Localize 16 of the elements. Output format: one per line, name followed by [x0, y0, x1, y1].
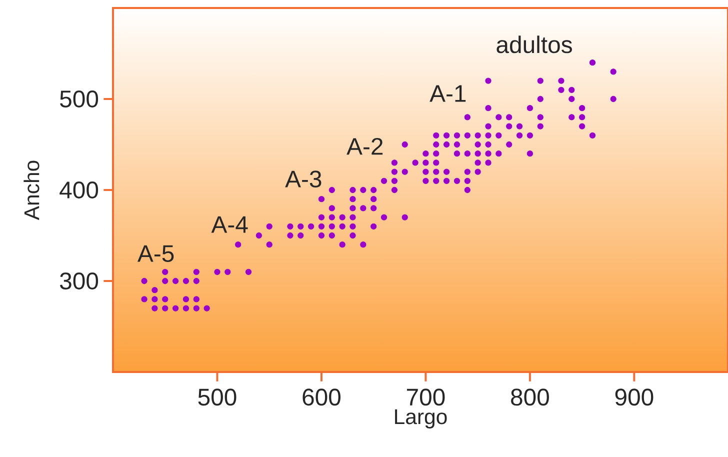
annotation: A-1 [430, 85, 466, 102]
annotation: A-4 [211, 216, 248, 233]
x-tick-label: 600 [302, 388, 340, 406]
x-tick-label: 500 [198, 388, 236, 406]
y-tick-label: 500 [60, 90, 98, 108]
y-tick-label: 300 [60, 272, 98, 290]
x-axis-title: Largo [395, 409, 447, 428]
x-tick-label: 900 [615, 388, 654, 406]
x-tick-label: 800 [511, 388, 549, 406]
annotation: A-3 [285, 170, 322, 188]
annotation: A-2 [346, 138, 383, 155]
y-tick-label: 400 [60, 182, 98, 198]
annotation: A-5 [137, 245, 174, 262]
annotation: adultos [496, 36, 572, 54]
y-axis-title: Ancho [24, 160, 40, 220]
x-tick-label: 700 [406, 388, 445, 406]
